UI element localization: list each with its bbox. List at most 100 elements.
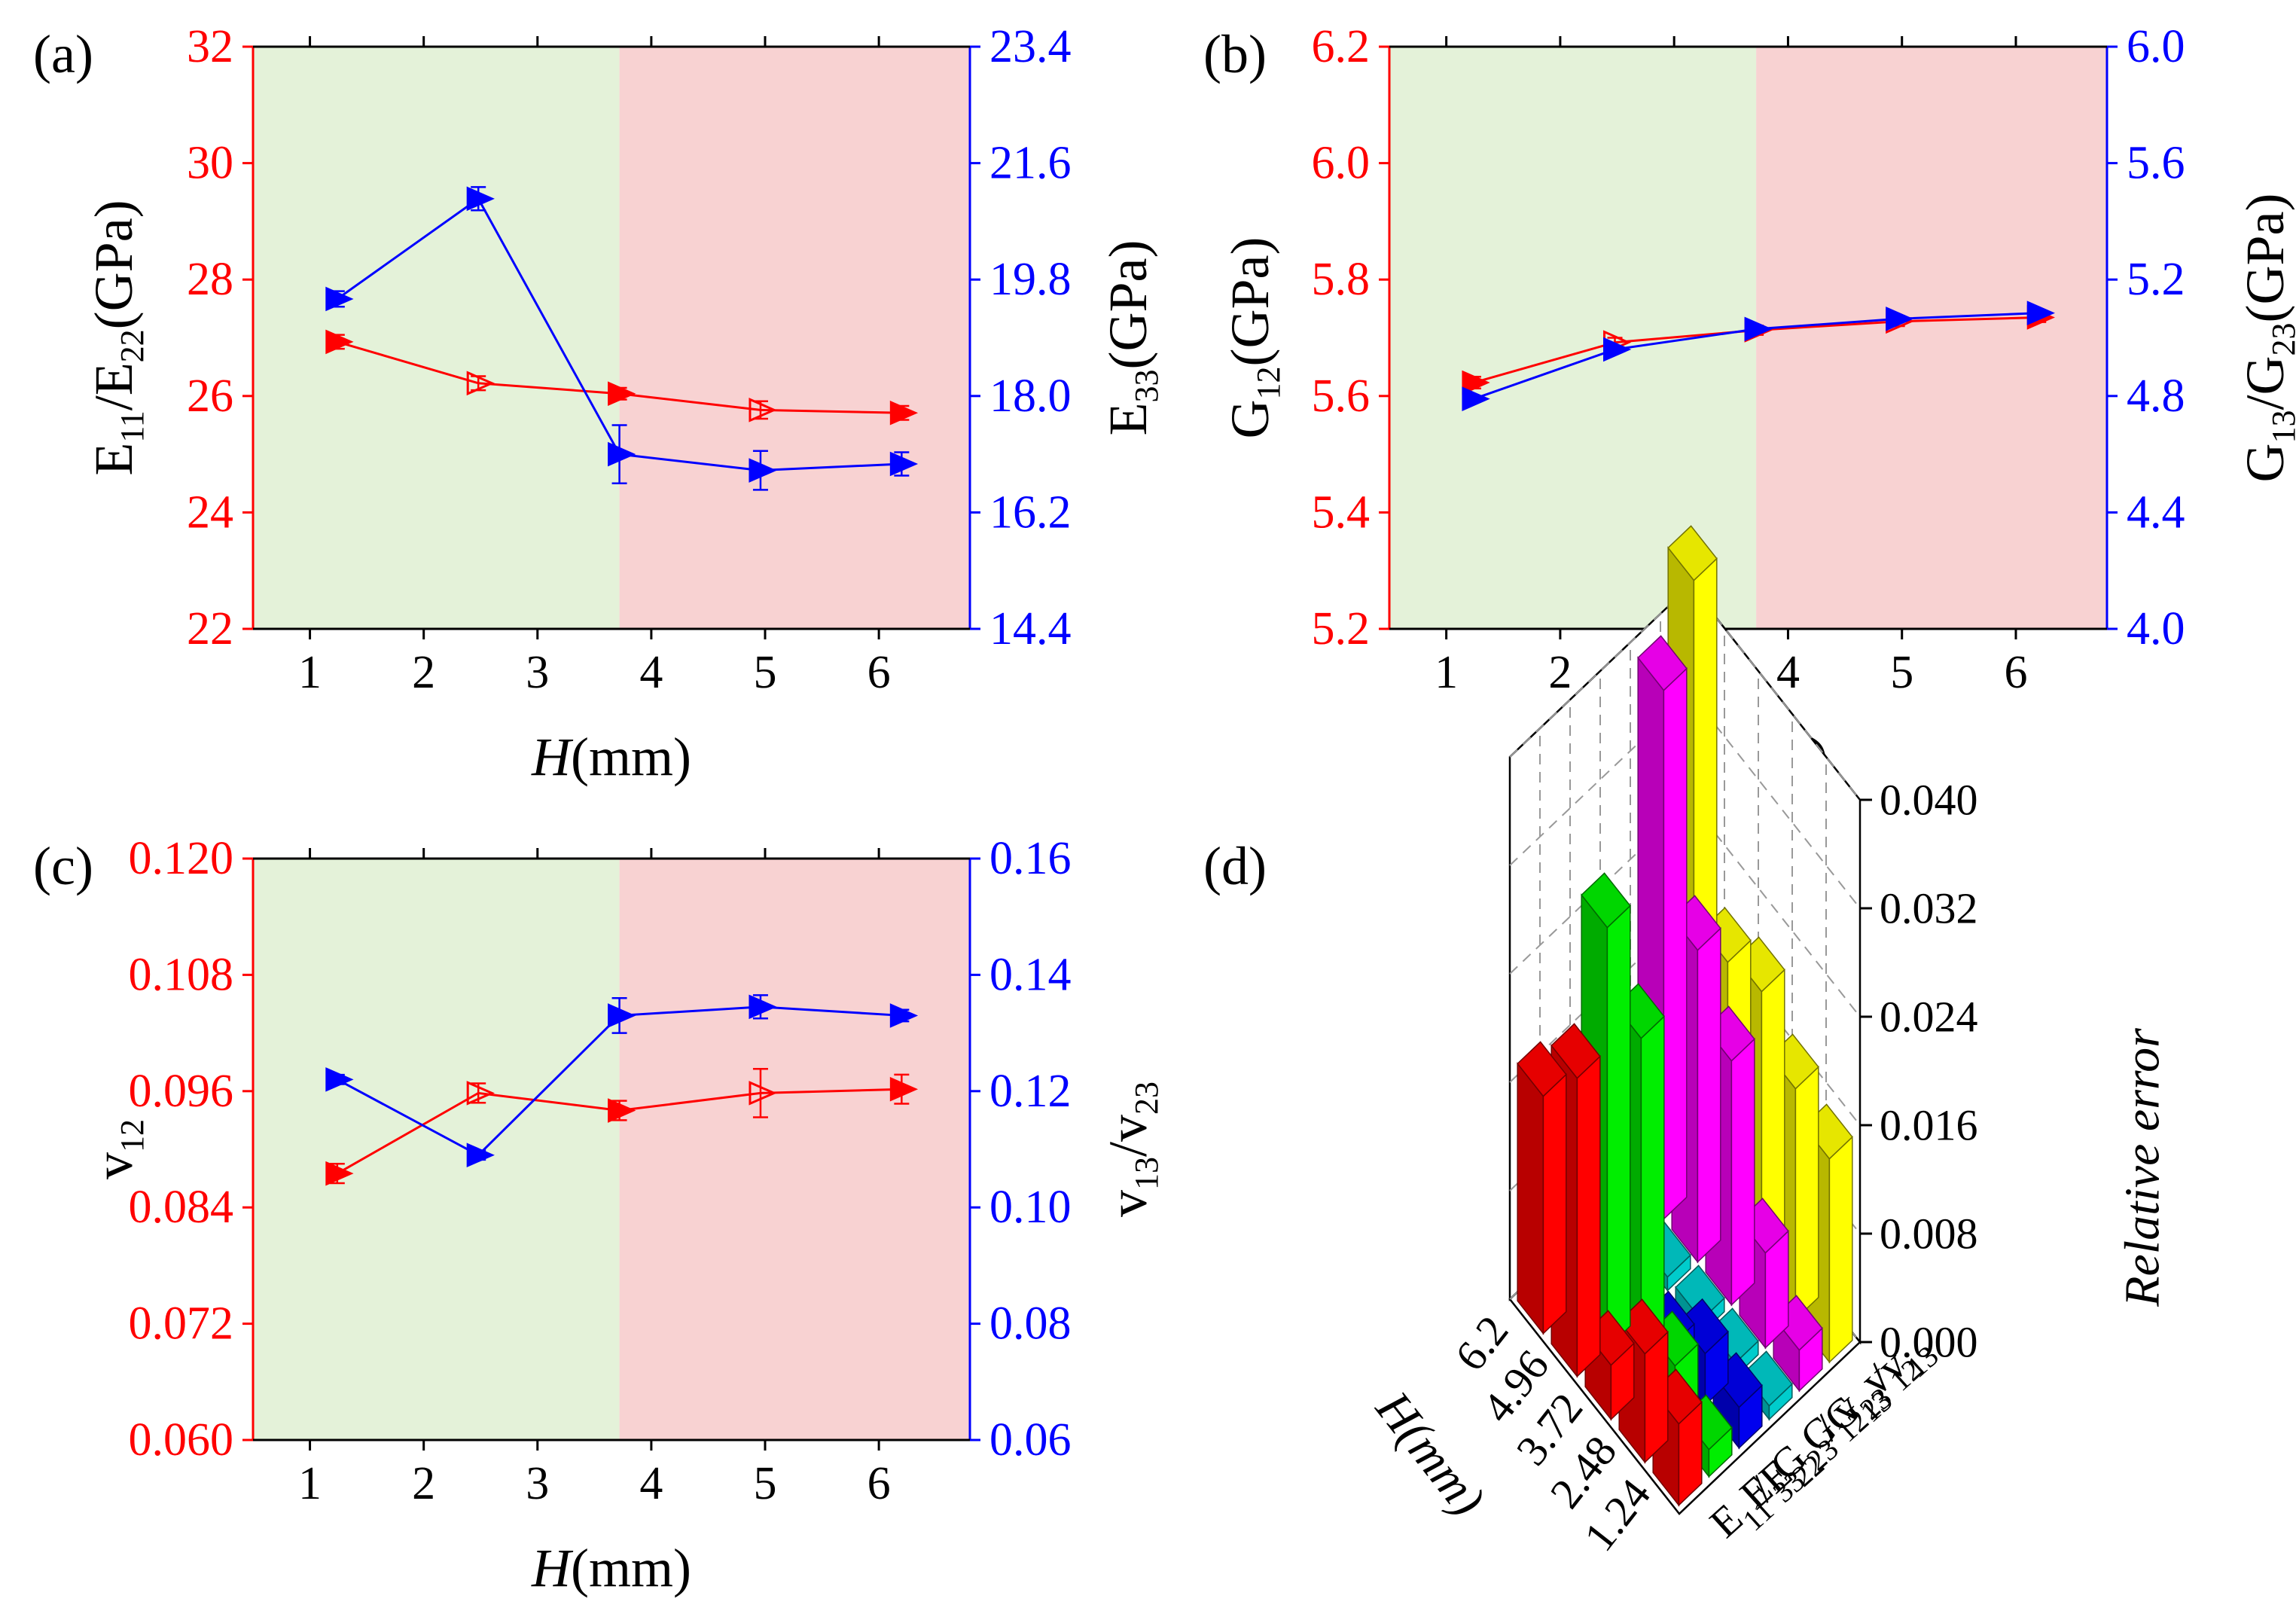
- y-right-axis-label: G13/G23(GPa): [2235, 194, 2296, 483]
- y-left-tick-label: 0.060: [129, 1414, 234, 1466]
- bar-face: [1517, 1041, 1567, 1097]
- y-left-axis-label: G12(GPa): [1220, 237, 1287, 439]
- y-left-tick-label: 24: [187, 487, 233, 538]
- panel-d: 0.0000.0080.0160.0240.0320.0406.24.963.7…: [1446, 525, 2170, 1560]
- data-point-right: [608, 441, 636, 467]
- data-point-left: [608, 1098, 636, 1123]
- data-point-right: [2026, 300, 2055, 325]
- data-point-left: [325, 329, 354, 355]
- bar-face: [1644, 1330, 1669, 1464]
- y-right-tick-label: 5.6: [2127, 138, 2185, 189]
- z-tick-label: 0.024: [1880, 993, 1978, 1042]
- x-tick-label: 4: [639, 1458, 663, 1509]
- y-right-tick-label: 6.0: [2127, 21, 2185, 72]
- bar-face: [1542, 1072, 1567, 1335]
- y-right-axis-label: v13/v23: [1098, 1081, 1165, 1217]
- x-tick-label: 1: [1435, 647, 1458, 698]
- x-axis-label: H(mm): [531, 1538, 691, 1598]
- bar-face: [1663, 667, 1688, 1221]
- y-left-tick-label: 0.072: [129, 1298, 234, 1350]
- panel-label: (d): [1203, 836, 1267, 896]
- x-tick-label: 4: [1776, 647, 1800, 698]
- y-right-tick-label: 0.14: [989, 949, 1072, 1000]
- y-left-tick-label: 5.6: [1312, 371, 1371, 422]
- y-left-tick-label: 26: [187, 371, 233, 422]
- z-tick-label: 0.008: [1880, 1210, 1978, 1258]
- bar-face: [1637, 635, 1688, 691]
- bar-face: [1576, 1054, 1601, 1378]
- x-tick-label: 2: [1548, 647, 1572, 698]
- panel-a: 1 2 3 4 5 6 22 24 26 28 30 32 14.4 16.2 18.0 19.8 21.6 23…: [187, 21, 1072, 698]
- bar-face: [1618, 1298, 1669, 1355]
- region-high-h: [1756, 47, 2107, 629]
- x-tick-label: 3: [526, 1458, 549, 1509]
- data-point-left: [466, 1081, 495, 1106]
- panel-c: 1 2 3 4 5 6 0.060 0.072 0.084 0.096 0.108 0.120 0.06…: [129, 833, 1072, 1509]
- y-left-tick-label: 5.8: [1312, 254, 1371, 305]
- y-left-axis-label: E11/E22(GPa): [84, 200, 151, 475]
- data-point-right: [1603, 337, 1632, 362]
- y-left-tick-label: 32: [187, 21, 233, 72]
- y-left-tick-label: 5.4: [1312, 487, 1371, 538]
- y-right-tick-label: 21.6: [989, 138, 1072, 189]
- y-right-tick-label: 19.8: [989, 254, 1072, 305]
- y-right-tick-label: 16.2: [989, 487, 1072, 538]
- y-right-tick-label: 0.06: [989, 1414, 1072, 1466]
- bar-face: [1581, 872, 1631, 929]
- y-right-tick-label: 4.0: [2127, 603, 2185, 654]
- panel-label: (b): [1203, 24, 1267, 84]
- bar-face: [1550, 1023, 1601, 1079]
- x-tick-label: 3: [526, 647, 549, 698]
- data-point-left: [466, 371, 495, 396]
- bar-6.2-E11/E22: [1517, 1041, 1567, 1335]
- data-point-right: [1886, 307, 1914, 331]
- bar-face: [1675, 1265, 1725, 1321]
- x-tick-label: 1: [298, 647, 322, 698]
- data-point-right: [1744, 316, 1773, 342]
- data-point-right: [749, 458, 777, 483]
- data-point-right: [1462, 386, 1490, 411]
- y-left-axis-label: v12: [84, 1119, 151, 1179]
- x-tick-label: 2: [412, 647, 435, 698]
- bar-face: [1730, 1037, 1755, 1307]
- region-high-h: [619, 859, 970, 1440]
- x-tick-label: 4: [639, 647, 663, 698]
- data-point-left: [325, 1161, 354, 1186]
- panel-label: (a): [33, 24, 93, 84]
- y-right-tick-label: 5.2: [2127, 254, 2185, 305]
- data-point-left: [889, 1076, 919, 1102]
- y-left-tick-label: 0.120: [129, 833, 234, 884]
- bar-face: [1828, 1135, 1853, 1364]
- y-left-tick-label: 0.084: [129, 1182, 234, 1233]
- region-high-h: [619, 47, 970, 629]
- x-tick-label: 5: [754, 1458, 777, 1509]
- z-tick-label: 0.040: [1880, 776, 1978, 825]
- data-point-left: [749, 1081, 777, 1106]
- bar-4.96-E33: [1581, 872, 1631, 1350]
- data-point-left: [608, 381, 636, 407]
- bar-face: [1667, 525, 1718, 581]
- x-tick-label: 6: [867, 1458, 891, 1509]
- x-tick-label: 5: [754, 647, 777, 698]
- y-left-tick-label: 6.2: [1312, 21, 1371, 72]
- data-point-right: [325, 286, 354, 312]
- bar-face: [1606, 904, 1631, 1350]
- y-right-tick-label: 0.16: [989, 833, 1072, 884]
- z-axis-label: Relative error: [2115, 1028, 2170, 1307]
- region-low-h: [253, 47, 620, 629]
- y-right-tick-label: 0.10: [989, 1182, 1072, 1233]
- data-point-right: [889, 451, 919, 477]
- bar-face: [1517, 1062, 1544, 1335]
- data-point-right: [608, 1003, 636, 1028]
- panel-label: (c): [33, 836, 93, 896]
- y-right-tick-label: 0.12: [989, 1066, 1072, 1117]
- panel-b: 1234565.25.45.65.86.06.24.04.44.85.25.66…: [1312, 21, 2185, 698]
- data-point-left: [1462, 370, 1490, 395]
- x-tick-label: 5: [1890, 647, 1913, 698]
- y-left-tick-label: 0.108: [129, 949, 234, 1000]
- region-low-h: [253, 859, 620, 1440]
- y-left-tick-label: 0.096: [129, 1066, 234, 1117]
- y-left-tick-label: 30: [187, 138, 233, 189]
- y-right-tick-label: 14.4: [989, 603, 1072, 654]
